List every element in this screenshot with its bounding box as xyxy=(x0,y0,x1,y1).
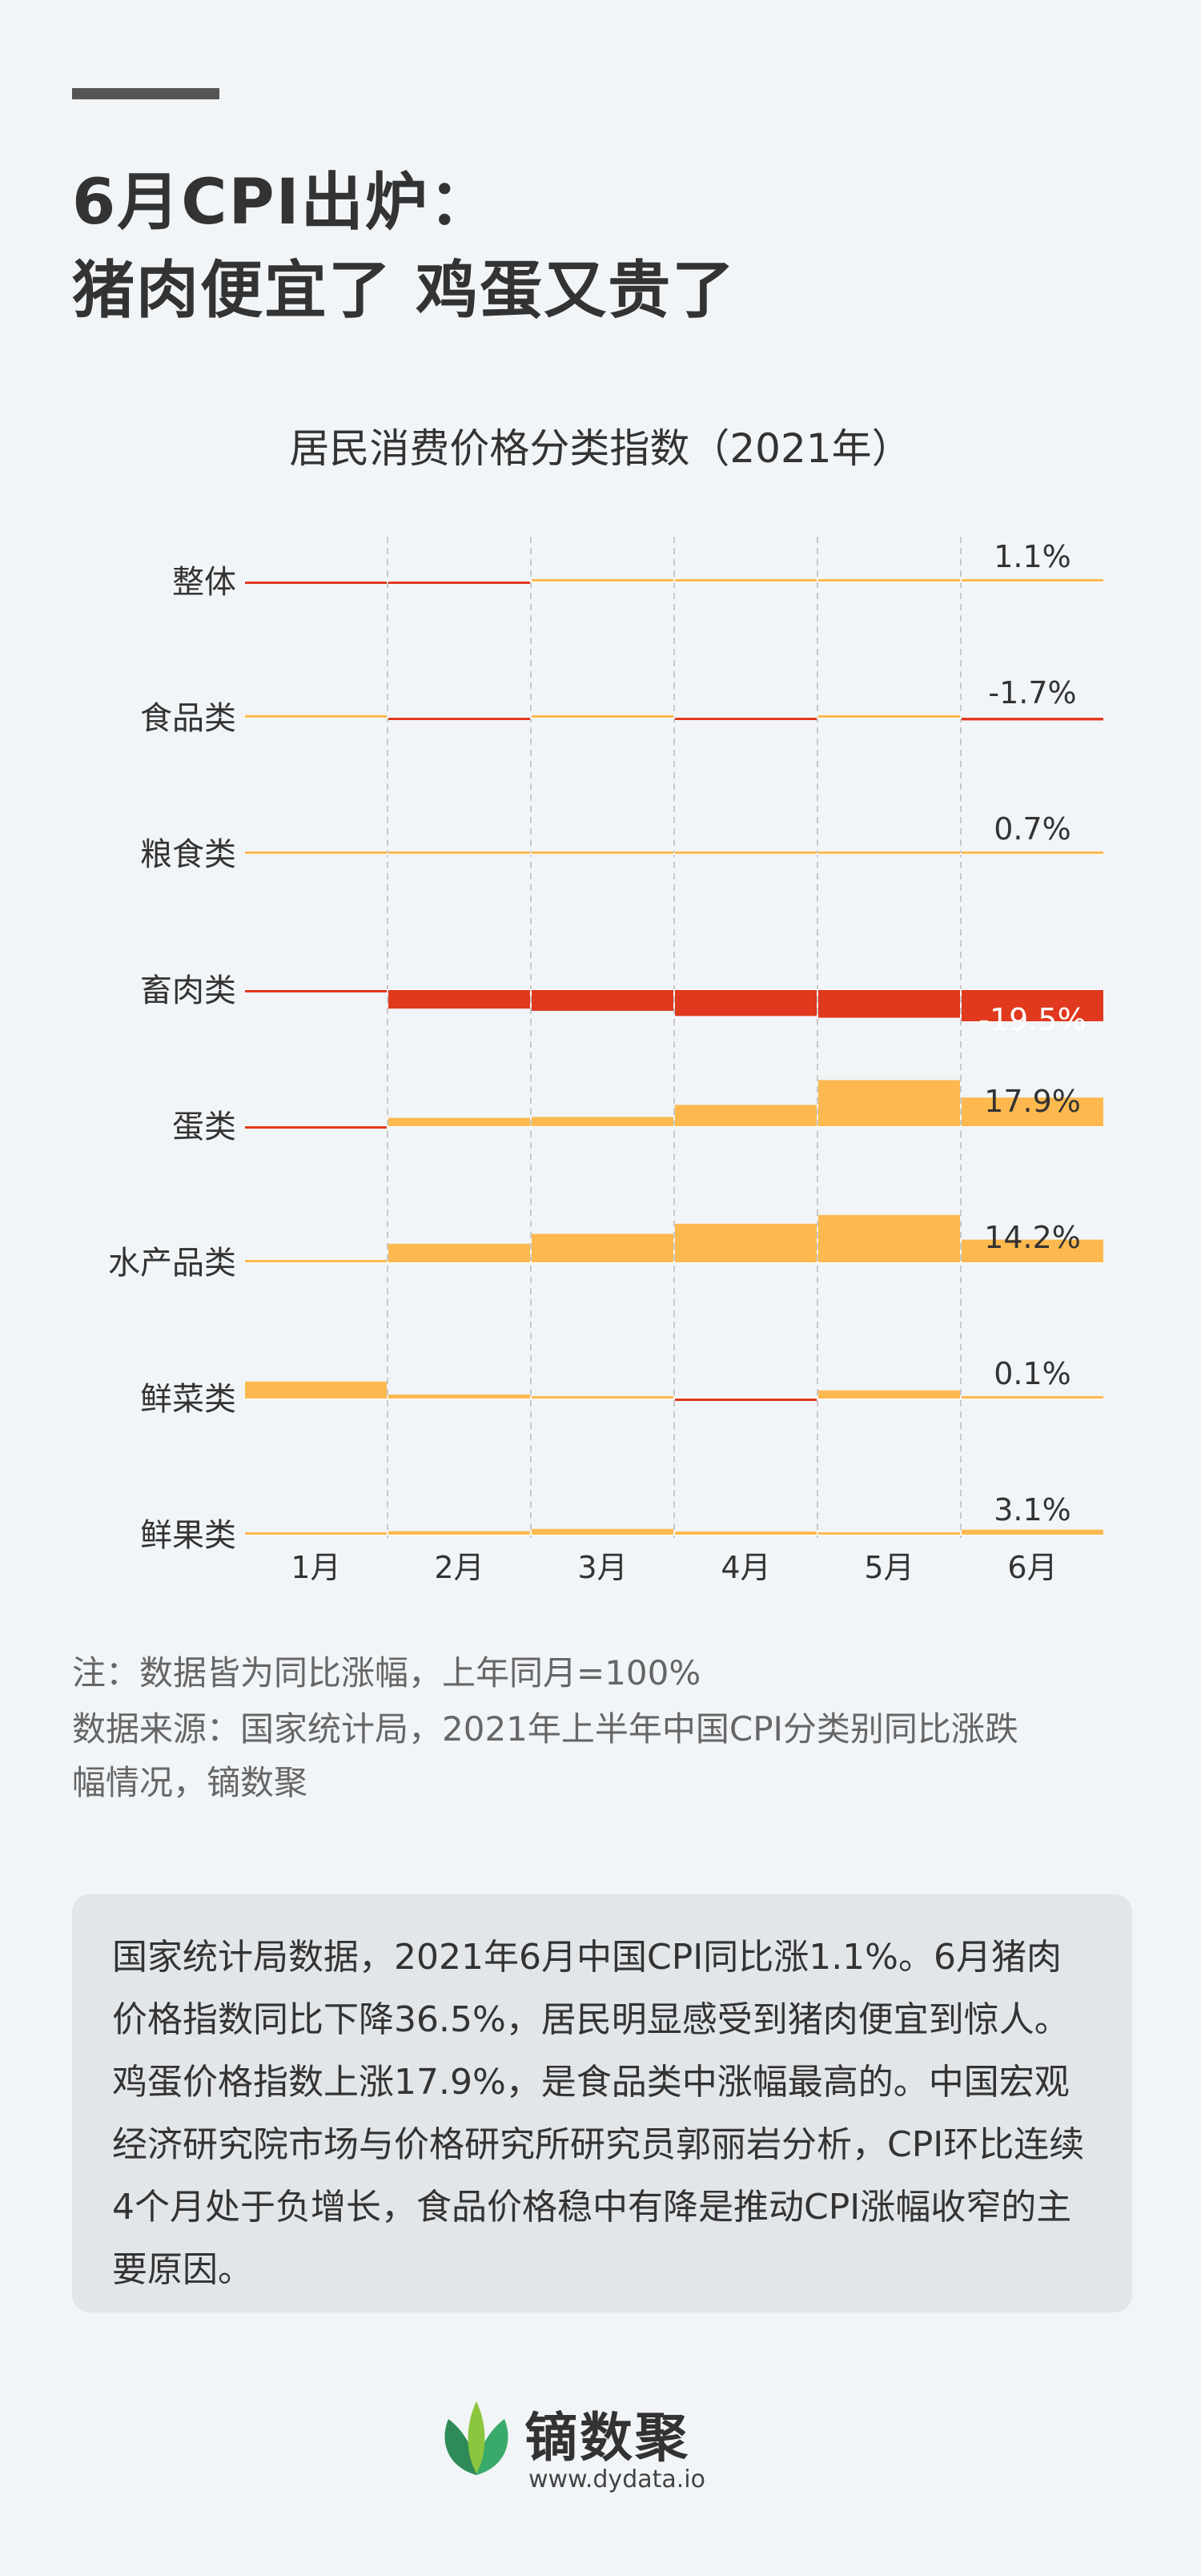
data-bar xyxy=(675,1223,817,1262)
data-bar xyxy=(532,1528,673,1535)
x-tick-label: 3月 xyxy=(577,1550,627,1585)
data-bar xyxy=(818,1390,960,1399)
x-tick-label: 2月 xyxy=(434,1550,484,1585)
x-tick-label: 5月 xyxy=(864,1550,914,1585)
data-bar xyxy=(388,1531,530,1535)
data-bar xyxy=(818,715,960,718)
value-label: 1.1% xyxy=(994,539,1071,574)
data-bar xyxy=(245,851,387,854)
data-bar xyxy=(245,1126,387,1129)
x-tick-label: 4月 xyxy=(721,1550,770,1585)
brand-name: 镝数聚 xyxy=(524,2407,690,2469)
data-bar xyxy=(388,718,530,720)
data-bar xyxy=(818,851,960,854)
data-bar xyxy=(818,1080,960,1126)
note-definition: 注：数据皆为同比涨幅，上年同月=100% xyxy=(72,1653,701,1693)
value-label: 0.1% xyxy=(994,1356,1071,1391)
row-label: 水产品类 xyxy=(108,1245,236,1282)
data-bar xyxy=(675,1532,817,1535)
data-bar xyxy=(388,851,530,854)
value-label: 14.2% xyxy=(984,1220,1081,1255)
data-bar xyxy=(245,1381,387,1399)
summary-box: 国家统计局数据，2021年6月中国CPI同比涨1.1%。6月猪肉价格指数同比下降… xyxy=(72,1894,1132,2312)
data-bar xyxy=(532,1396,673,1399)
data-bar xyxy=(532,715,673,718)
data-bar xyxy=(532,990,673,1011)
page-title-line1: 6月CPI出炉： xyxy=(72,167,493,239)
data-bar xyxy=(245,714,387,718)
value-label: -19.5% xyxy=(978,1002,1086,1037)
data-bar xyxy=(532,1117,673,1126)
data-bar xyxy=(818,579,960,582)
row-label: 蛋类 xyxy=(172,1109,236,1145)
value-label: 3.1% xyxy=(994,1492,1071,1527)
data-bar xyxy=(962,1396,1103,1399)
value-label: -1.7% xyxy=(988,675,1076,710)
data-bar xyxy=(962,1097,1103,1126)
x-tick-label: 6月 xyxy=(1007,1550,1057,1585)
data-bar xyxy=(818,1532,960,1535)
data-bar xyxy=(675,1105,817,1126)
data-bar xyxy=(962,990,1103,1021)
x-tick-label: 1月 xyxy=(291,1550,340,1585)
data-bar xyxy=(675,579,817,582)
data-bar xyxy=(245,990,387,992)
data-bar xyxy=(675,718,817,720)
data-bar xyxy=(675,1399,817,1401)
row-label: 粮食类 xyxy=(140,836,236,873)
row-label: 鲜果类 xyxy=(140,1517,236,1554)
data-bar xyxy=(532,579,673,582)
data-bar xyxy=(962,1529,1103,1535)
data-bar xyxy=(532,1234,673,1262)
data-bar xyxy=(388,582,530,584)
title-accent-bar xyxy=(72,88,219,99)
note-source: 数据来源：国家统计局，2021年上半年中国CPI分类别同比涨跌 xyxy=(72,1709,1018,1749)
data-bar xyxy=(675,851,817,854)
value-label: 17.9% xyxy=(984,1084,1081,1119)
data-bar xyxy=(245,582,387,584)
cpi-category-chart: 整体 1.1% 食品类 -1.7% 粮食类 0.7% 畜肉类 -19.5% 蛋类 17.9% 水产品… xyxy=(108,537,1104,1585)
data-bar xyxy=(818,1214,960,1262)
data-bar xyxy=(962,851,1103,854)
row-label: 食品类 xyxy=(140,700,236,737)
page-title-line2: 猪肉便宜了 鸡蛋又贵了 xyxy=(72,255,737,327)
data-bar xyxy=(388,990,530,1009)
data-bar xyxy=(388,1243,530,1262)
data-bar xyxy=(388,1117,530,1126)
data-bar xyxy=(962,718,1103,721)
data-bar xyxy=(962,579,1103,582)
row-label: 整体 xyxy=(172,564,236,601)
chart-title: 居民消费价格分类指数（2021年） xyxy=(289,425,912,472)
value-label: 0.7% xyxy=(994,811,1071,847)
leaf-logo-icon xyxy=(432,2395,520,2486)
note-source-cont: 幅情况，镝数聚 xyxy=(72,1763,308,1802)
data-bar xyxy=(675,990,817,1016)
data-bar xyxy=(532,851,673,854)
summary-text: 国家统计局数据，2021年6月中国CPI同比涨1.1%。6月猪肉价格指数同比下降… xyxy=(112,1937,1085,2290)
data-bar xyxy=(388,1395,530,1399)
brand-url: www.dydata.io xyxy=(528,2465,705,2493)
data-bar xyxy=(245,1532,387,1535)
data-bar xyxy=(962,1239,1103,1262)
data-bar xyxy=(245,1260,387,1262)
row-label: 畜肉类 xyxy=(140,972,236,1009)
row-label: 鲜菜类 xyxy=(140,1381,236,1418)
data-bar xyxy=(818,990,960,1018)
